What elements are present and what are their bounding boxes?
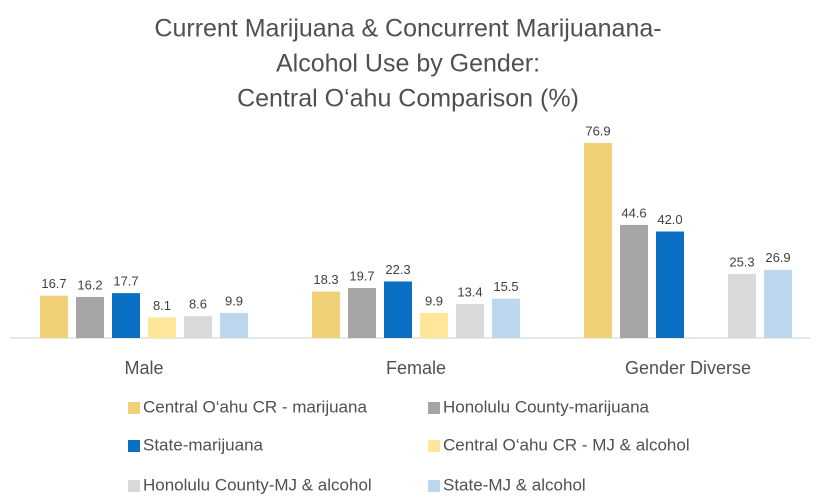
data-label: 22.3 <box>385 262 410 277</box>
bar <box>492 298 520 338</box>
legend-label: Central O‘ahu CR - marijuana <box>143 397 367 416</box>
bar <box>112 293 140 338</box>
x-tick-label: Gender Diverse <box>625 358 751 378</box>
data-label: 15.5 <box>493 279 518 294</box>
chart-title: Alcohol Use by Gender: <box>276 50 540 78</box>
data-label: 8.6 <box>189 297 207 312</box>
data-label: 9.9 <box>425 293 443 308</box>
legend-label: Honolulu County-MJ & alcohol <box>143 475 372 494</box>
chart-title: Central O‘ahu Comparison (%) <box>237 85 579 113</box>
bar <box>184 316 212 338</box>
bar <box>76 296 104 338</box>
bar <box>764 269 792 338</box>
data-label: 13.4 <box>457 284 482 299</box>
legend-swatch <box>428 440 440 452</box>
x-tick-label: Male <box>124 358 163 378</box>
data-label: 16.2 <box>77 277 102 292</box>
x-tick-label: Female <box>386 358 446 378</box>
legend-label: State-MJ & alcohol <box>443 475 586 494</box>
bar <box>728 273 756 338</box>
bar <box>620 224 648 338</box>
bar <box>456 304 484 338</box>
data-label: 42.0 <box>657 212 682 227</box>
legend-swatch <box>128 480 140 492</box>
bar <box>420 312 448 338</box>
data-label: 16.7 <box>41 276 66 291</box>
data-label: 17.7 <box>113 274 138 289</box>
bar <box>220 312 248 338</box>
data-label: 25.3 <box>729 254 754 269</box>
legend-label: Honolulu County-marijuana <box>443 397 650 416</box>
data-label: 19.7 <box>349 268 374 283</box>
legend-swatch <box>128 402 140 414</box>
legend-swatch <box>428 480 440 492</box>
bar <box>312 291 340 338</box>
legend-swatch <box>428 402 440 414</box>
data-label: 26.9 <box>765 250 790 265</box>
bar <box>384 281 412 338</box>
legend-swatch <box>128 440 140 452</box>
data-label: 8.1 <box>153 298 171 313</box>
legend-label: State-marijuana <box>143 435 264 454</box>
bar <box>148 317 176 338</box>
data-label: 76.9 <box>585 123 610 138</box>
bar <box>584 143 612 338</box>
bar <box>40 295 68 338</box>
chart-title: Current Marijuana & Concurrent Marijuana… <box>154 15 661 43</box>
data-label: 18.3 <box>313 272 338 287</box>
data-label: 9.9 <box>225 293 243 308</box>
legend-label: Central O‘ahu CR - MJ & alcohol <box>443 435 690 454</box>
data-label: 44.6 <box>621 205 646 220</box>
bar <box>656 231 684 338</box>
bar <box>348 288 376 338</box>
